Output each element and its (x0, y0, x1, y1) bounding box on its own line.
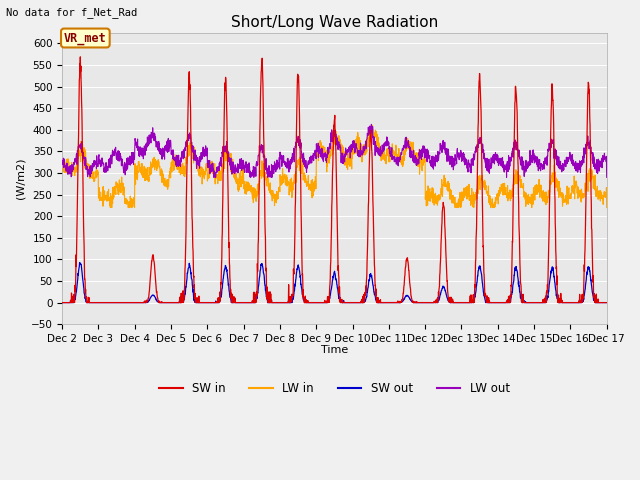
Text: No data for f_Net_Rad: No data for f_Net_Rad (6, 7, 138, 18)
Legend: SW in, LW in, SW out, LW out: SW in, LW in, SW out, LW out (154, 378, 515, 400)
X-axis label: Time: Time (321, 345, 348, 355)
Y-axis label: (W/m2): (W/m2) (15, 157, 25, 199)
Title: Short/Long Wave Radiation: Short/Long Wave Radiation (231, 15, 438, 30)
Text: VR_met: VR_met (64, 32, 107, 45)
